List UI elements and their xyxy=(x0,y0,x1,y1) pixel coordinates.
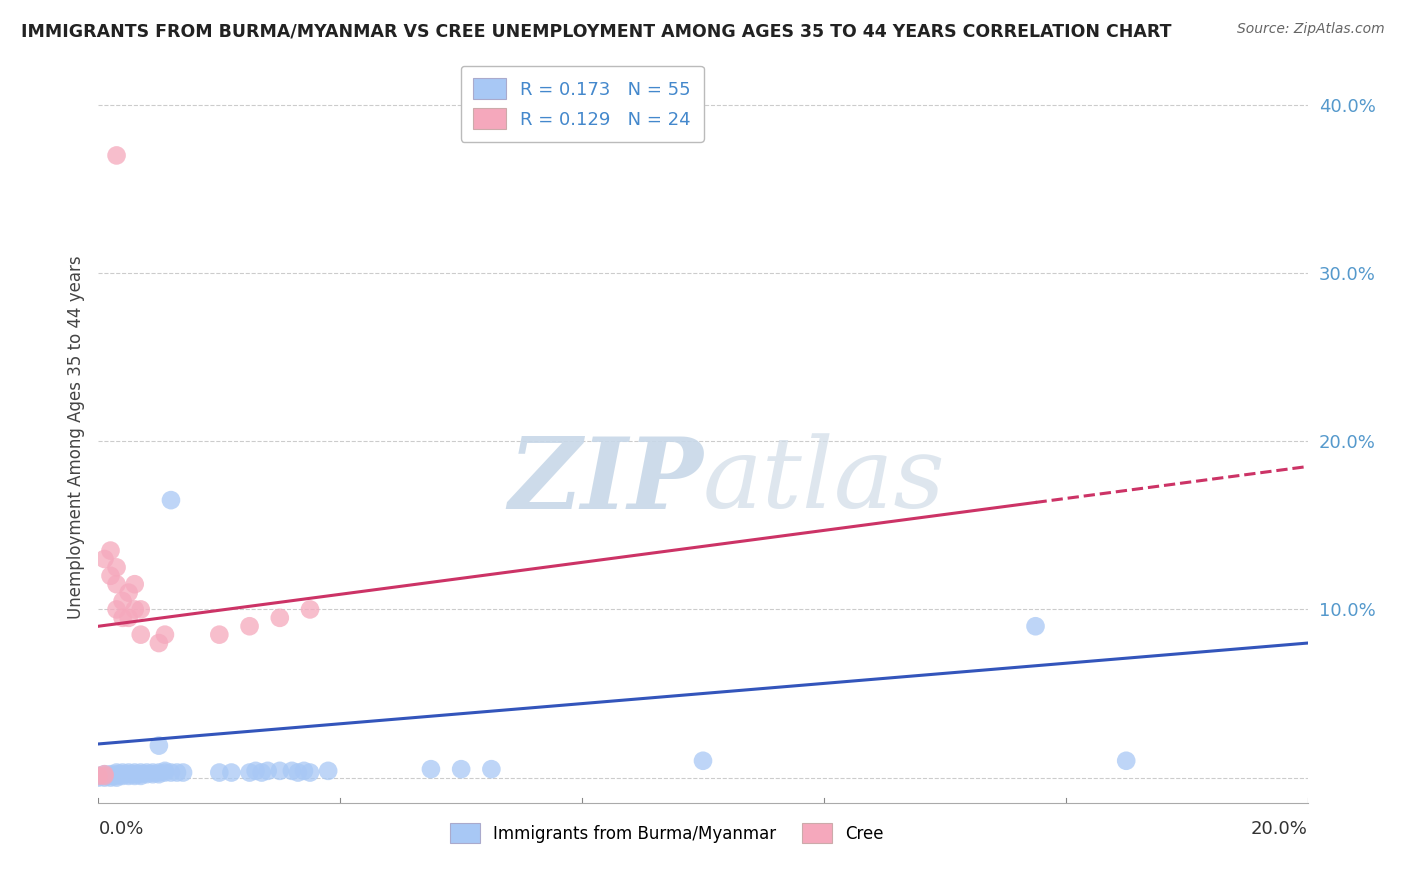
Point xyxy=(93,767,115,781)
Point xyxy=(153,765,176,780)
Point xyxy=(118,585,141,599)
Point xyxy=(111,765,134,780)
Point xyxy=(148,767,170,781)
Point xyxy=(153,627,176,641)
Point xyxy=(87,769,110,783)
Point xyxy=(124,765,146,780)
Point xyxy=(160,493,183,508)
Text: 0.0%: 0.0% xyxy=(98,820,143,838)
Point xyxy=(111,769,134,783)
Point xyxy=(420,762,443,776)
Point xyxy=(221,765,243,780)
Point xyxy=(87,771,110,785)
Point xyxy=(111,767,134,781)
Point xyxy=(129,767,152,781)
Text: IMMIGRANTS FROM BURMA/MYANMAR VS CREE UNEMPLOYMENT AMONG AGES 35 TO 44 YEARS COR: IMMIGRANTS FROM BURMA/MYANMAR VS CREE UN… xyxy=(21,22,1171,40)
Point xyxy=(692,754,714,768)
Point xyxy=(148,765,170,780)
Point xyxy=(93,771,115,785)
Point xyxy=(142,767,165,781)
Point xyxy=(299,765,322,780)
Point xyxy=(111,594,134,608)
Point xyxy=(250,765,273,780)
Point xyxy=(153,764,176,778)
Point xyxy=(118,765,141,780)
Point xyxy=(245,764,267,778)
Point xyxy=(129,602,152,616)
Point xyxy=(135,765,157,780)
Point xyxy=(148,636,170,650)
Point xyxy=(450,762,472,776)
Point xyxy=(124,602,146,616)
Point xyxy=(129,627,152,641)
Text: atlas: atlas xyxy=(703,434,946,529)
Point xyxy=(281,764,304,778)
Point xyxy=(124,767,146,781)
Point xyxy=(172,765,194,780)
Point xyxy=(105,771,128,785)
Point xyxy=(105,767,128,781)
Point xyxy=(118,611,141,625)
Point xyxy=(239,619,262,633)
Point xyxy=(124,769,146,783)
Text: Source: ZipAtlas.com: Source: ZipAtlas.com xyxy=(1237,22,1385,37)
Point xyxy=(135,767,157,781)
Point xyxy=(100,769,122,783)
Point xyxy=(93,769,115,783)
Point xyxy=(105,765,128,780)
Point xyxy=(124,577,146,591)
Point xyxy=(292,764,315,778)
Point xyxy=(269,611,291,625)
Point xyxy=(111,611,134,625)
Point xyxy=(1115,754,1137,768)
Point xyxy=(299,602,322,616)
Text: 20.0%: 20.0% xyxy=(1251,820,1308,838)
Point xyxy=(142,765,165,780)
Point xyxy=(105,148,128,162)
Point xyxy=(256,764,278,778)
Point xyxy=(287,765,309,780)
Point xyxy=(118,767,141,781)
Point xyxy=(93,767,115,781)
Point xyxy=(239,765,262,780)
Legend: Immigrants from Burma/Myanmar, Cree: Immigrants from Burma/Myanmar, Cree xyxy=(443,817,890,849)
Point xyxy=(208,627,231,641)
Point xyxy=(100,771,122,785)
Point xyxy=(105,602,128,616)
Point xyxy=(148,739,170,753)
Point xyxy=(160,765,183,780)
Point xyxy=(105,769,128,783)
Point xyxy=(100,767,122,781)
Point xyxy=(105,560,128,574)
Text: ZIP: ZIP xyxy=(508,433,703,529)
Point xyxy=(269,764,291,778)
Point xyxy=(93,552,115,566)
Point xyxy=(100,569,122,583)
Point xyxy=(129,769,152,783)
Point xyxy=(208,765,231,780)
Y-axis label: Unemployment Among Ages 35 to 44 years: Unemployment Among Ages 35 to 44 years xyxy=(66,255,84,619)
Point xyxy=(105,577,128,591)
Point xyxy=(129,765,152,780)
Point xyxy=(100,543,122,558)
Point xyxy=(481,762,503,776)
Point xyxy=(118,769,141,783)
Point xyxy=(1024,619,1046,633)
Point xyxy=(93,769,115,783)
Point xyxy=(316,764,339,778)
Point xyxy=(87,769,110,783)
Point xyxy=(166,765,188,780)
